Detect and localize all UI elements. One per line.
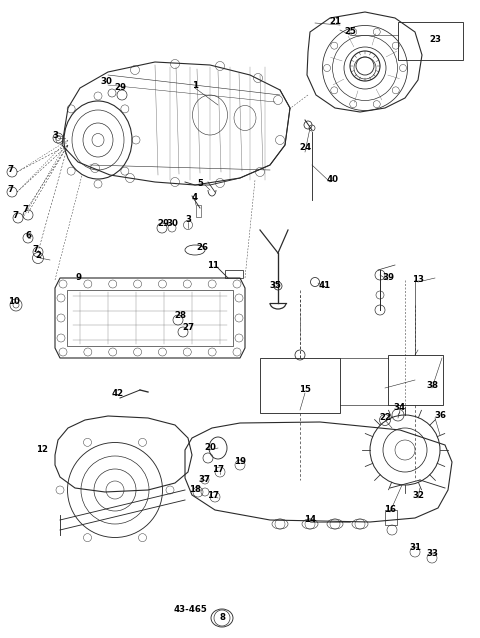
Text: 24: 24 xyxy=(299,144,311,152)
Text: 30: 30 xyxy=(100,77,112,87)
Text: 5: 5 xyxy=(197,179,203,188)
Text: 36: 36 xyxy=(434,410,446,420)
Text: 7: 7 xyxy=(22,205,28,214)
Text: 7: 7 xyxy=(32,246,38,255)
Text: 39: 39 xyxy=(382,274,394,283)
Text: 3: 3 xyxy=(185,216,191,225)
Text: 29: 29 xyxy=(157,218,169,228)
Text: 15: 15 xyxy=(299,385,311,394)
Text: 1: 1 xyxy=(192,80,198,89)
Text: 21: 21 xyxy=(329,17,341,27)
Text: 34: 34 xyxy=(394,403,406,413)
Text: 4: 4 xyxy=(192,193,198,202)
Bar xyxy=(196,205,201,217)
Text: 43-465: 43-465 xyxy=(173,605,207,614)
Bar xyxy=(225,270,243,278)
Text: 25: 25 xyxy=(344,27,356,36)
Text: 6: 6 xyxy=(25,230,31,239)
Text: 31: 31 xyxy=(409,544,421,553)
Text: 40: 40 xyxy=(327,175,339,184)
Bar xyxy=(67,290,233,346)
Text: 14: 14 xyxy=(304,516,316,524)
Bar xyxy=(385,510,397,525)
Bar xyxy=(398,22,463,60)
Text: 20: 20 xyxy=(204,443,216,452)
Text: 33: 33 xyxy=(426,549,438,558)
Text: 23: 23 xyxy=(429,36,441,45)
Text: 7: 7 xyxy=(7,165,13,175)
Text: 11: 11 xyxy=(207,260,219,269)
Text: 22: 22 xyxy=(379,413,391,422)
Text: 7: 7 xyxy=(7,186,13,195)
Text: 18: 18 xyxy=(189,486,201,494)
Text: 37: 37 xyxy=(199,475,211,484)
Text: 30: 30 xyxy=(166,219,178,228)
Text: 35: 35 xyxy=(269,281,281,290)
Text: 41: 41 xyxy=(319,281,331,290)
Text: 13: 13 xyxy=(412,276,424,285)
Text: 12: 12 xyxy=(36,445,48,454)
Text: 27: 27 xyxy=(182,323,194,332)
Text: 28: 28 xyxy=(174,311,186,320)
Text: 17: 17 xyxy=(207,491,219,500)
Text: 38: 38 xyxy=(426,380,438,390)
Text: 26: 26 xyxy=(196,244,208,253)
Text: 3: 3 xyxy=(52,131,58,140)
Text: 32: 32 xyxy=(412,491,424,500)
Text: 9: 9 xyxy=(75,272,81,281)
Text: 42: 42 xyxy=(112,389,124,397)
Bar xyxy=(388,355,443,405)
Text: 16: 16 xyxy=(384,505,396,514)
Text: 19: 19 xyxy=(234,457,246,466)
Text: 29: 29 xyxy=(114,84,126,93)
Text: 7: 7 xyxy=(12,211,18,219)
Bar xyxy=(260,358,340,413)
Text: 2: 2 xyxy=(35,251,41,260)
Text: 8: 8 xyxy=(219,614,225,623)
Text: 17: 17 xyxy=(212,466,224,475)
Text: 10: 10 xyxy=(8,297,20,306)
